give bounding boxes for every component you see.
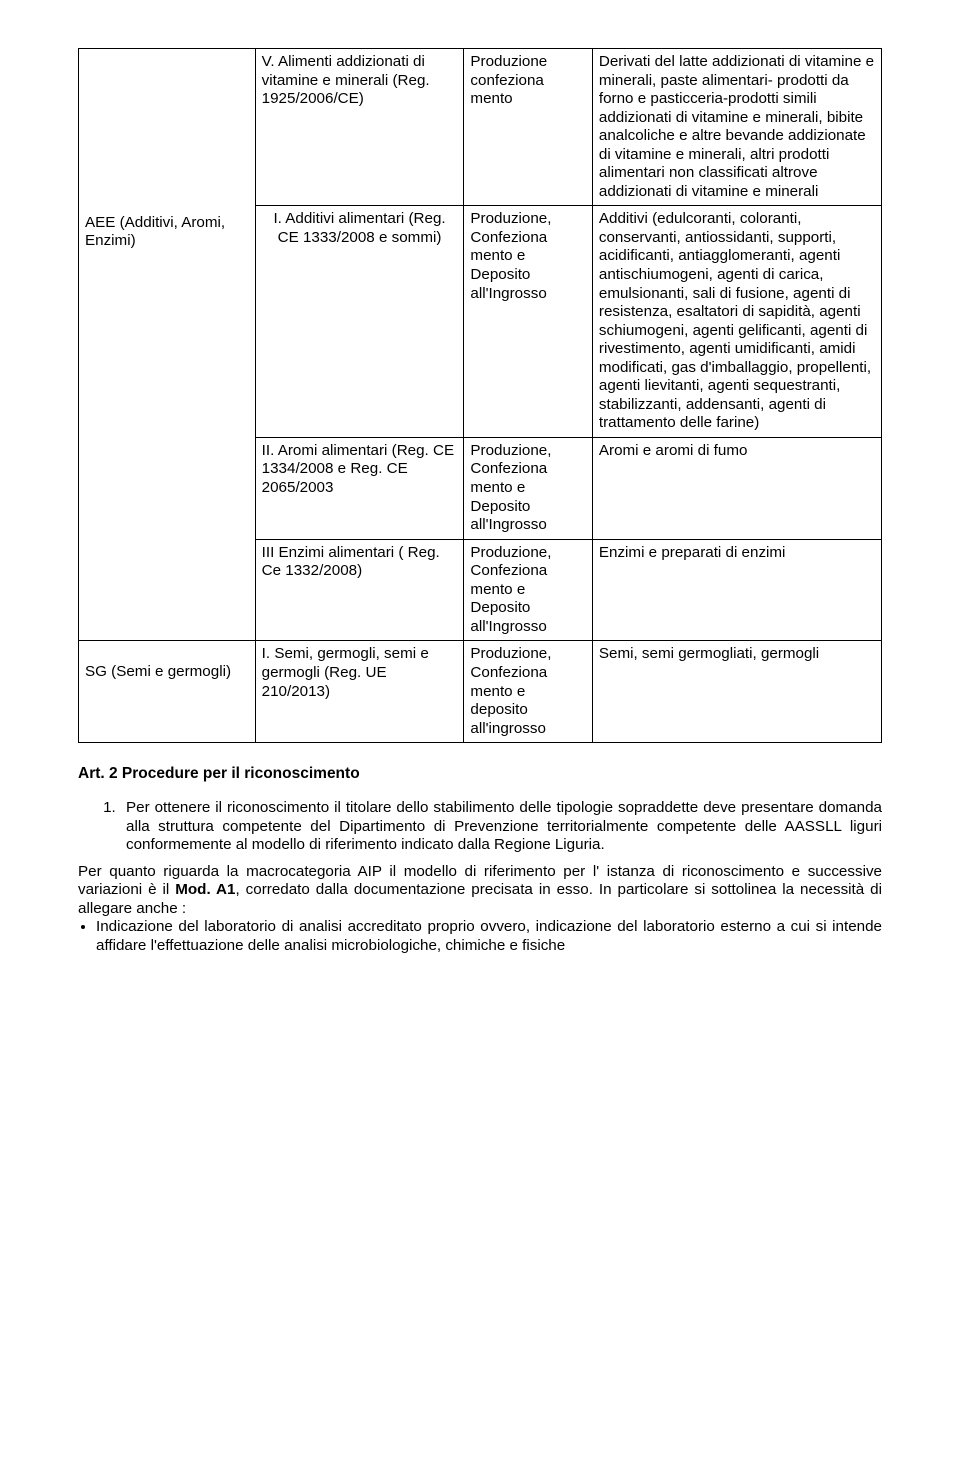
regulations-table: V. Alimenti addizionati di vitamine e mi… [78, 48, 882, 743]
list-item: Per ottenere il riconoscimento il titola… [120, 799, 882, 855]
table-row: V. Alimenti addizionati di vitamine e mi… [79, 49, 882, 206]
para-bold: Mod. A1 [175, 881, 235, 898]
cell-description: Aromi e aromi di fumo [592, 437, 881, 539]
cell-activity: Produzione confeziona mento [464, 49, 592, 206]
table-row: SG (Semi e germogli) I. Semi, germogli, … [79, 641, 882, 743]
cell-activity: Produzione, Confeziona mento e Deposito … [464, 437, 592, 539]
cell-subcategory: I. Semi, germogli, semi e germogli (Reg.… [255, 641, 464, 743]
category-label: AEE (Additivi, Aromi, Enzimi) [85, 214, 225, 250]
numbered-list: Per ottenere il riconoscimento il titola… [78, 799, 882, 855]
cell-activity: Produzione, Confeziona mento e Deposito … [464, 539, 592, 641]
cell-subcategory: I. Additivi alimentari (Reg. CE 1333/200… [255, 206, 464, 438]
cell-description: Derivati del latte addizionati di vitami… [592, 49, 881, 206]
table-row: AEE (Additivi, Aromi, Enzimi) I. Additiv… [79, 206, 882, 438]
cell-description: Enzimi e preparati di enzimi [592, 539, 881, 641]
body-paragraph: Per quanto riguarda la macrocategoria AI… [78, 863, 882, 919]
section-title: Art. 2 Procedure per il riconoscimento [78, 765, 882, 783]
cell-subcategory: III Enzimi alimentari ( Reg. Ce 1332/200… [255, 539, 464, 641]
cell-category: SG (Semi e germogli) [79, 641, 256, 743]
cell-category [79, 49, 256, 206]
cell-activity: Produzione, Confeziona mento e deposito … [464, 641, 592, 743]
list-item: Indicazione del laboratorio di analisi a… [96, 918, 882, 955]
category-label: SG (Semi e germogli) [85, 663, 231, 680]
cell-subcategory: V. Alimenti addizionati di vitamine e mi… [255, 49, 464, 206]
bullet-list: Indicazione del laboratorio di analisi a… [78, 918, 882, 955]
cell-activity: Produzione, Confeziona mento e Deposito … [464, 206, 592, 438]
cell-description: Semi, semi germogliati, germogli [592, 641, 881, 743]
cell-description: Additivi (edulcoranti, coloranti, conser… [592, 206, 881, 438]
cell-subcategory: II. Aromi alimentari (Reg. CE 1334/2008 … [255, 437, 464, 539]
document-page: V. Alimenti addizionati di vitamine e mi… [0, 0, 960, 1457]
cell-category: AEE (Additivi, Aromi, Enzimi) [79, 206, 256, 641]
